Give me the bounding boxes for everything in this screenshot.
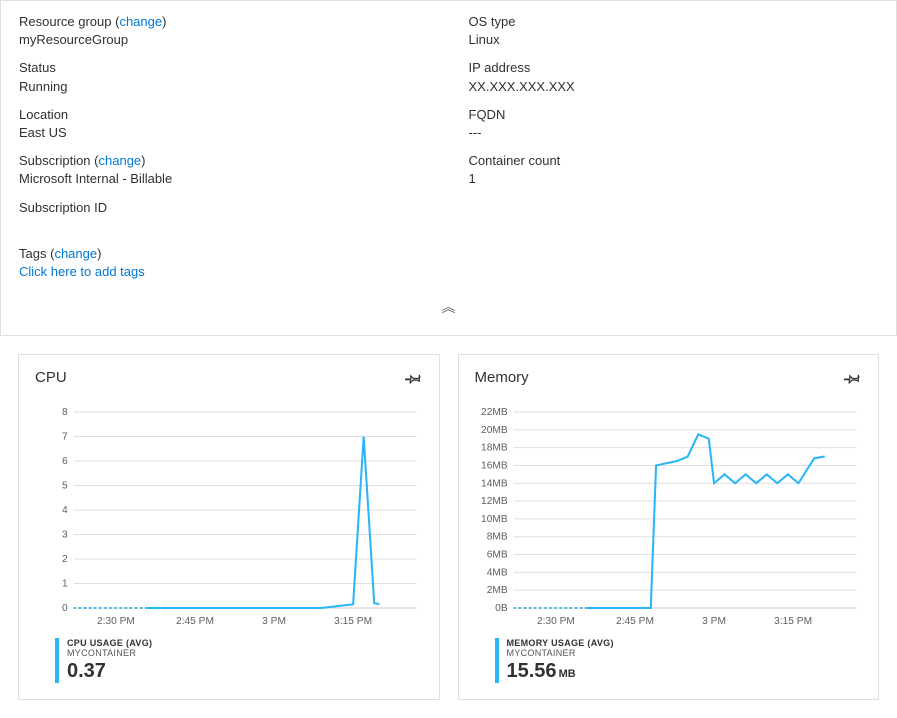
tags-label: Tags bbox=[19, 246, 46, 261]
property-row: Location East US bbox=[19, 106, 429, 142]
svg-text:10MB: 10MB bbox=[481, 514, 508, 525]
svg-text:2:45 PM: 2:45 PM bbox=[176, 616, 214, 627]
svg-text:4MB: 4MB bbox=[486, 568, 507, 579]
property-label: Subscription bbox=[19, 153, 91, 168]
legend-color-bar bbox=[495, 638, 499, 683]
legend-value: 15.56MB bbox=[507, 660, 614, 683]
svg-text:3 PM: 3 PM bbox=[262, 616, 286, 627]
svg-text:4: 4 bbox=[62, 505, 68, 516]
property-label: Container count bbox=[469, 153, 561, 168]
property-row: Subscription (change)Microsoft Internal … bbox=[19, 152, 429, 188]
property-row: Container count 1 bbox=[469, 152, 879, 188]
svg-text:22MB: 22MB bbox=[481, 408, 508, 418]
svg-text:2:45 PM: 2:45 PM bbox=[616, 616, 654, 627]
legend-subtitle: MYCONTAINER bbox=[67, 648, 152, 658]
legend-title: CPU USAGE (AVG) bbox=[67, 638, 152, 648]
svg-text:16MB: 16MB bbox=[481, 461, 508, 472]
property-label: FQDN bbox=[469, 107, 506, 122]
svg-text:2: 2 bbox=[62, 554, 68, 565]
property-label: OS type bbox=[469, 14, 516, 29]
svg-text:6MB: 6MB bbox=[486, 550, 507, 561]
property-value: East US bbox=[19, 124, 429, 142]
overview-panel: Resource group (change)myResourceGroup St… bbox=[0, 0, 897, 336]
memory-legend: MEMORY USAGE (AVG) MYCONTAINER 15.56MB bbox=[475, 638, 863, 683]
svg-text:20MB: 20MB bbox=[481, 425, 508, 436]
property-row: Subscription ID bbox=[19, 199, 429, 217]
pin-icon[interactable] bbox=[405, 369, 423, 390]
property-value: Linux bbox=[469, 31, 879, 49]
change-link[interactable]: change bbox=[99, 153, 142, 168]
properties-right-column: OS type Linux IP address XX.XXX.XXX.XXX FQDN… bbox=[469, 13, 879, 227]
svg-text:5: 5 bbox=[62, 481, 68, 492]
memory-card: Memory 0B 2MB 4MB 6MB 8MB 10MB 12MB 14MB 16MB 18M… bbox=[458, 354, 880, 700]
svg-text:7: 7 bbox=[62, 432, 68, 443]
svg-text:8MB: 8MB bbox=[486, 532, 507, 543]
svg-text:1: 1 bbox=[62, 579, 68, 590]
svg-text:12MB: 12MB bbox=[481, 496, 508, 507]
property-value[interactable]: Microsoft Internal - Billable bbox=[19, 170, 429, 188]
svg-text:0B: 0B bbox=[495, 603, 508, 614]
cpu-card: CPU 0 1 2 3 4 5 6 7 8 2:30 PM 2:45 PM 3 PM 3:15 PM C… bbox=[18, 354, 440, 700]
svg-text:3: 3 bbox=[62, 530, 68, 541]
svg-text:18MB: 18MB bbox=[481, 443, 508, 454]
properties-left-column: Resource group (change)myResourceGroup St… bbox=[19, 13, 429, 227]
add-tags-link[interactable]: Click here to add tags bbox=[19, 263, 878, 281]
property-label: Location bbox=[19, 107, 68, 122]
property-value: --- bbox=[469, 124, 879, 142]
memory-title: Memory bbox=[475, 369, 529, 386]
property-value: XX.XXX.XXX.XXX bbox=[469, 78, 879, 96]
property-value: Running bbox=[19, 78, 429, 96]
svg-text:3:15 PM: 3:15 PM bbox=[774, 616, 812, 627]
svg-text:2MB: 2MB bbox=[486, 585, 507, 596]
property-label: IP address bbox=[469, 60, 531, 75]
legend-title: MEMORY USAGE (AVG) bbox=[507, 638, 614, 648]
cpu-title: CPU bbox=[35, 369, 67, 386]
svg-text:2:30 PM: 2:30 PM bbox=[97, 616, 135, 627]
property-value: 1 bbox=[469, 170, 879, 188]
property-row: Status Running bbox=[19, 59, 429, 95]
collapse-toggle[interactable]: ︽ bbox=[19, 291, 878, 317]
svg-text:3 PM: 3 PM bbox=[702, 616, 726, 627]
svg-text:14MB: 14MB bbox=[481, 478, 508, 489]
svg-text:0: 0 bbox=[62, 603, 68, 614]
property-row: OS type Linux bbox=[469, 13, 879, 49]
legend-subtitle: MYCONTAINER bbox=[507, 648, 614, 658]
property-label: Resource group bbox=[19, 14, 112, 29]
change-link[interactable]: change bbox=[119, 14, 162, 29]
svg-text:3:15 PM: 3:15 PM bbox=[334, 616, 372, 627]
legend-value: 0.37 bbox=[67, 660, 152, 683]
property-value[interactable]: myResourceGroup bbox=[19, 31, 429, 49]
property-label: Status bbox=[19, 60, 56, 75]
property-label: Subscription ID bbox=[19, 200, 107, 215]
property-row: IP address XX.XXX.XXX.XXX bbox=[469, 59, 879, 95]
legend-color-bar bbox=[55, 638, 59, 683]
tags-change-link[interactable]: change bbox=[54, 246, 97, 261]
svg-text:6: 6 bbox=[62, 456, 68, 467]
cpu-legend: CPU USAGE (AVG) MYCONTAINER 0.37 bbox=[35, 638, 423, 683]
tags-row: Tags (change) Click here to add tags bbox=[19, 245, 878, 281]
memory-chart: 0B 2MB 4MB 6MB 8MB 10MB 12MB 14MB 16MB 18MB 20MB 22… bbox=[475, 408, 863, 628]
charts-row: CPU 0 1 2 3 4 5 6 7 8 2:30 PM 2:45 PM 3 PM 3:15 PM C… bbox=[0, 336, 897, 718]
svg-text:2:30 PM: 2:30 PM bbox=[536, 616, 574, 627]
pin-icon[interactable] bbox=[844, 369, 862, 390]
properties-grid: Resource group (change)myResourceGroup St… bbox=[19, 13, 878, 227]
property-row: FQDN --- bbox=[469, 106, 879, 142]
property-row: Resource group (change)myResourceGroup bbox=[19, 13, 429, 49]
chevron-up-icon: ︽ bbox=[442, 299, 456, 315]
svg-text:8: 8 bbox=[62, 408, 68, 418]
cpu-chart: 0 1 2 3 4 5 6 7 8 2:30 PM 2:45 PM 3 PM 3:15 PM bbox=[35, 408, 423, 628]
